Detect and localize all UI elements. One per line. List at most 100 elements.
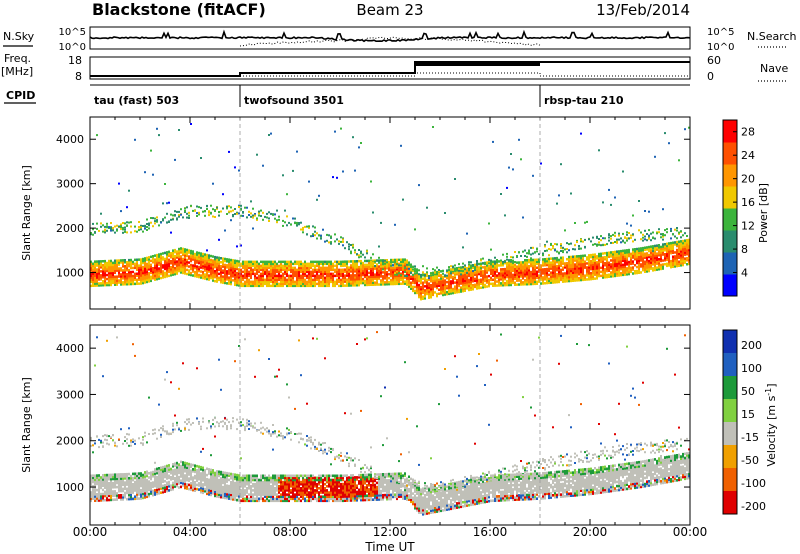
power-cell: [136, 280, 138, 283]
power-cell: [654, 260, 656, 264]
power-cell: [242, 278, 244, 282]
velocity-cell: [160, 466, 162, 469]
power-cell: [602, 260, 604, 263]
power-cell: [574, 248, 576, 251]
power-cell: [306, 233, 308, 236]
power-cell: [670, 251, 672, 255]
power-cell: [516, 283, 518, 286]
power-cell: [92, 272, 94, 275]
velocity-cell: [132, 491, 134, 494]
power-cell: [652, 251, 654, 254]
velocity-cell: [130, 485, 132, 488]
power-cell: [330, 268, 332, 272]
power-cell: [264, 215, 266, 218]
power-cell: [108, 281, 110, 285]
power-cell: [260, 282, 262, 286]
power-cell: [638, 259, 640, 262]
power-cell: [572, 275, 574, 278]
power-cell: [408, 273, 410, 276]
power-cell: [608, 269, 610, 272]
power-cell: [596, 267, 598, 270]
power-cell: [228, 272, 230, 275]
power-cell: [222, 263, 224, 266]
power-cell: [214, 259, 216, 263]
velocity-cell: [152, 432, 154, 435]
power-cell: [472, 286, 474, 289]
power-cell: [270, 280, 272, 284]
power-cell: [352, 264, 354, 267]
power-cell: [526, 255, 528, 258]
power-cell: [276, 209, 278, 212]
power-cell: [442, 272, 444, 275]
power-cell: [158, 263, 160, 266]
power-cell: [416, 271, 418, 275]
power-cell: [328, 280, 330, 284]
power-cell: [528, 280, 530, 284]
power-cell: [532, 262, 534, 266]
power-cell: [368, 265, 370, 269]
power-cell: [668, 246, 670, 249]
power-cell: [612, 261, 614, 264]
power-cell: [628, 272, 630, 276]
power-cell: [282, 266, 284, 270]
power-cell: [340, 260, 342, 264]
power-cell: [506, 279, 508, 283]
power-cell: [462, 279, 464, 283]
velocity-cell: [170, 471, 172, 475]
power-cell: [596, 244, 598, 247]
power-cell: [352, 136, 354, 139]
power-cell: [356, 253, 358, 256]
power-cell: [470, 278, 472, 281]
power-cell: [222, 261, 224, 264]
velocity-cell: [130, 444, 132, 447]
power-cell: [236, 261, 238, 265]
power-cell: [560, 243, 562, 246]
velocity-cell: [162, 484, 164, 488]
power-cell: [616, 272, 618, 275]
power-cell: [98, 268, 100, 271]
power-cell: [464, 273, 466, 276]
power-cell: [294, 280, 296, 284]
power-cell: [102, 274, 104, 277]
power-cell: [100, 266, 102, 269]
power-cell: [144, 263, 146, 266]
power-cell: [288, 276, 290, 280]
power-cell: [280, 280, 282, 284]
power-cell: [468, 269, 470, 272]
power-cell: [360, 255, 362, 258]
power-cell: [570, 192, 572, 195]
power-cell: [290, 282, 292, 286]
power-cell: [486, 263, 488, 266]
velocity-cell: [98, 484, 100, 488]
power-cell: [108, 273, 110, 277]
power-cell: [250, 274, 252, 278]
power-cell: [580, 256, 582, 260]
power-cell: [130, 266, 132, 270]
power-cell: [676, 250, 678, 254]
power-cell: [132, 260, 134, 264]
velocity-cell: [160, 481, 162, 484]
velocity-cell: [98, 446, 100, 449]
power-cell: [672, 251, 674, 254]
power-cell: [338, 276, 340, 280]
power-cell: [634, 254, 636, 257]
power-cell: [492, 270, 494, 273]
power-cell: [142, 277, 144, 281]
velocity-cell: [150, 486, 152, 489]
power-cell: [552, 269, 554, 272]
power-cell: [128, 282, 130, 286]
power-cell: [250, 200, 252, 203]
power-cell: [434, 273, 436, 276]
power-cell: [190, 255, 192, 259]
power-cell: [612, 271, 614, 274]
power-cell: [650, 263, 652, 266]
velocity-cell: [96, 482, 98, 486]
power-cell: [584, 266, 586, 269]
power-cell: [560, 246, 562, 249]
power-cell: [338, 272, 340, 276]
power-cell: [122, 277, 124, 280]
velocity-cell: [182, 475, 184, 479]
power-cell: [330, 266, 332, 270]
power-cell: [648, 235, 650, 238]
power-cell: [386, 281, 388, 284]
